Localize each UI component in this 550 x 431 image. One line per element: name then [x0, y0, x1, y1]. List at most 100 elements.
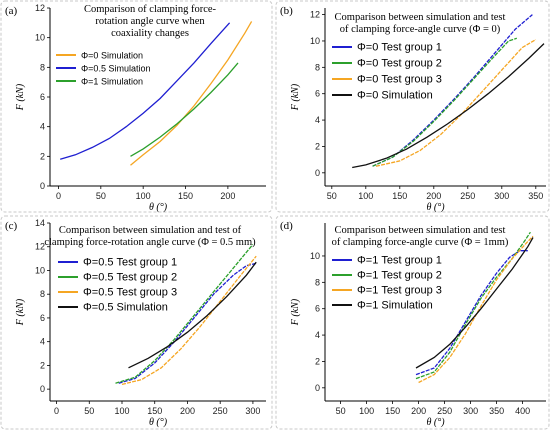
- x-tick-label: 150: [147, 406, 162, 416]
- y-tick-label: 12: [35, 242, 45, 252]
- series-line-3: [121, 255, 257, 386]
- y-axis-label: F (kN): [290, 83, 301, 111]
- chart-title-line: Comparison between simulation and test: [335, 225, 506, 236]
- legend-entry: Φ=1 Simulation: [357, 300, 433, 312]
- x-tick-label: 250: [213, 406, 228, 416]
- x-axis-label: θ (°): [426, 202, 445, 213]
- x-tick-label: 50: [336, 406, 346, 416]
- panel-frame: [0, 0, 273, 213]
- x-tick-label: 250: [460, 191, 475, 201]
- series-line-3: [130, 62, 239, 157]
- series-line-1: [130, 21, 253, 166]
- panel-letter: (a): [5, 5, 18, 17]
- x-tick-label: 50: [327, 191, 337, 201]
- y-tick-label: 6: [40, 313, 45, 323]
- panel-a: (a) 0 50 100 150 200 0 2 4 6 8 10 12 θ (°) F (kN) Compa…: [0, 0, 273, 213]
- chart-title-line: rotation angle curve when: [95, 16, 205, 27]
- x-tick-label: 200: [411, 406, 426, 416]
- x-tick-label: 200: [220, 191, 235, 201]
- series-line-2: [372, 37, 518, 167]
- y-tick-label: 4: [40, 122, 45, 132]
- y-axis-label: F (kN): [290, 298, 301, 326]
- y-tick-label: 12: [35, 3, 45, 13]
- x-tick-label: 300: [463, 406, 478, 416]
- legend-entry: Φ=1 Test group 3: [357, 285, 442, 297]
- x-tick-label: 350: [489, 406, 504, 416]
- panel-b: (b) 50 100 150 200 250 300 350 0 2 4 6 8 10 12 θ (°) F (…: [275, 0, 550, 213]
- series-line-4: [352, 43, 545, 169]
- series-line-2: [415, 231, 531, 380]
- y-tick-label: 10: [310, 251, 320, 261]
- x-tick-label: 350: [528, 191, 543, 201]
- series-line-2: [60, 22, 231, 160]
- panel-letter: (c): [5, 220, 18, 232]
- x-tick-label: 150: [385, 406, 400, 416]
- y-tick-label: 4: [315, 330, 320, 340]
- y-tick-label: 6: [315, 304, 320, 314]
- x-tick-label: 200: [180, 406, 195, 416]
- y-tick-label: 8: [315, 277, 320, 287]
- y-tick-label: 4: [315, 115, 320, 125]
- chart-title-line: clamping force-rotation angle curve (Φ =…: [44, 237, 256, 248]
- panel-d: (d) 50 100 150 200 250 300 350 400 0 2 4 6 8 10 θ (°) F …: [275, 215, 550, 430]
- y-tick-label: 12: [310, 10, 320, 20]
- series-line-1: [118, 262, 257, 384]
- y-tick-label: 0: [40, 181, 45, 191]
- x-tick-label: 0: [54, 406, 59, 416]
- y-tick-label: 10: [35, 265, 45, 275]
- panel-frame: [0, 215, 273, 430]
- y-tick-label: 2: [315, 141, 320, 151]
- y-tick-label: 6: [315, 89, 320, 99]
- legend-entry: Φ=0.5 Simulation: [83, 302, 168, 314]
- x-tick-label: 50: [96, 191, 106, 201]
- chart-title-line: Comparison between simulation and test o…: [59, 225, 242, 236]
- y-tick-label: 6: [40, 92, 45, 102]
- y-tick-label: 10: [35, 33, 45, 43]
- x-axis-label: θ (°): [426, 417, 445, 428]
- legend-entry: Φ=0.5 Test group 3: [83, 287, 177, 299]
- y-tick-label: 10: [310, 36, 320, 46]
- y-tick-label: 0: [315, 383, 320, 393]
- panel-frame: [275, 215, 550, 430]
- x-tick-label: 200: [426, 191, 441, 201]
- x-tick-label: 50: [84, 406, 94, 416]
- chart-title-line: of clamping force-angle curve (Φ = 0): [340, 24, 501, 35]
- x-tick-label: 400: [515, 406, 530, 416]
- x-tick-label: 100: [136, 191, 151, 201]
- panel-letter: (d): [280, 220, 293, 232]
- panel-c: (c) 0 50 100 150 200 250 300 0 2 4 6 8 10 12 14 θ (°) F (…: [0, 215, 273, 430]
- series-line-4: [128, 261, 257, 369]
- y-tick-label: 8: [40, 289, 45, 299]
- legend-entry: Φ=0 Test group 3: [357, 74, 442, 86]
- legend-entry: Φ=0 Simulation: [81, 51, 143, 61]
- legend-entry: Φ=0 Test group 2: [357, 58, 442, 70]
- series-line-4: [415, 237, 534, 369]
- x-axis-label: θ (°): [149, 202, 168, 213]
- legend-entry: Φ=0.5 Simulation: [81, 64, 150, 74]
- series-line-2: [115, 243, 254, 384]
- x-tick-label: 250: [437, 406, 452, 416]
- legend-entry: Φ=0 Test group 1: [357, 42, 442, 54]
- series-line-3: [418, 235, 534, 384]
- y-tick-label: 2: [40, 360, 45, 370]
- panel-letter: (b): [280, 5, 293, 17]
- y-tick-label: 14: [35, 218, 45, 228]
- y-tick-label: 0: [315, 168, 320, 178]
- legend-entry: Φ=1 Test group 1: [357, 255, 442, 267]
- panel-frame: [275, 0, 550, 213]
- legend-entry: Φ=0.5 Test group 1: [83, 257, 177, 269]
- x-tick-label: 300: [494, 191, 509, 201]
- y-tick-label: 0: [40, 384, 45, 394]
- legend-entry: Φ=1 Test group 2: [357, 270, 442, 282]
- legend-entry: Φ=1 Simulation: [81, 77, 143, 87]
- x-tick-label: 300: [245, 406, 260, 416]
- chart-title-line: of clamping force-angle curve (Φ = 1mm): [332, 237, 509, 248]
- x-tick-label: 0: [56, 191, 61, 201]
- y-tick-label: 2: [40, 151, 45, 161]
- legend-entry: Φ=0 Simulation: [357, 90, 433, 102]
- y-axis-label: F (kN): [15, 298, 26, 326]
- chart-title-line: Comparison between simulation and test: [335, 12, 506, 23]
- y-axis-label: F (kN): [15, 83, 26, 111]
- legend-entry: Φ=0.5 Test group 2: [83, 272, 177, 284]
